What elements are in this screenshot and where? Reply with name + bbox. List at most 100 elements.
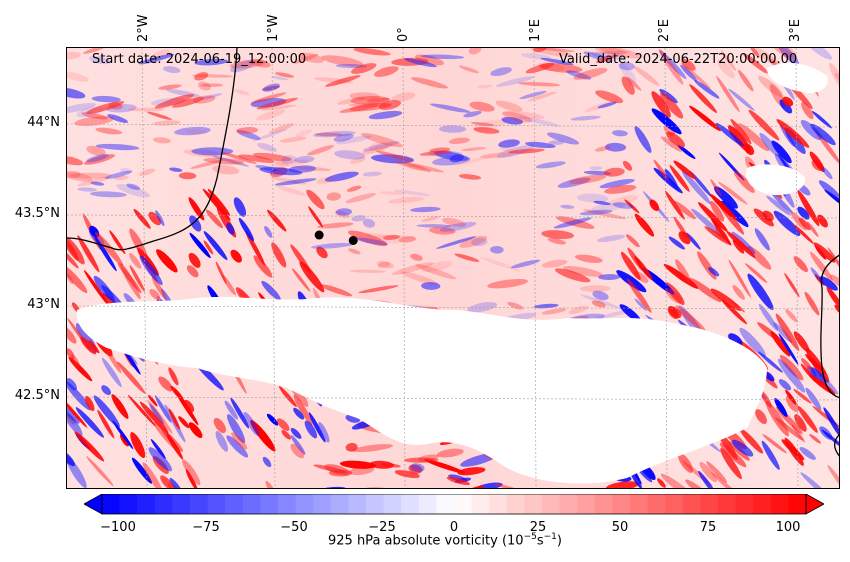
vorticity-streak	[348, 230, 388, 247]
colorbar-cell	[770, 494, 789, 514]
vorticity-streak	[378, 100, 402, 110]
vorticity-streak	[778, 379, 792, 391]
vorticity-streak	[708, 267, 720, 277]
vorticity-streak	[152, 137, 171, 144]
vorticity-streak	[67, 410, 83, 437]
colorbar-cell	[489, 494, 508, 514]
vorticity-streak	[634, 256, 653, 281]
vorticity-streak	[540, 57, 574, 66]
vorticity-streak	[95, 231, 123, 266]
vorticity-streak	[349, 92, 380, 101]
vorticity-streak	[306, 145, 334, 156]
vorticity-streak	[90, 181, 105, 186]
colorbar-tick-m50: −50	[280, 520, 308, 535]
vorticity-streak	[477, 84, 493, 89]
vorticity-streak	[358, 285, 399, 294]
vorticity-streak	[798, 217, 811, 231]
vorticity-streak	[771, 192, 793, 214]
vorticity-streak	[660, 136, 682, 152]
vorticity-streak	[339, 104, 379, 113]
vorticity-streak	[753, 48, 783, 69]
vorticity-streak	[527, 91, 557, 102]
vorticity-streak	[67, 72, 89, 82]
station-markers	[314, 230, 358, 245]
colorbar-cell	[119, 494, 138, 514]
vorticity-streak	[394, 470, 420, 478]
vorticity-streak	[659, 89, 678, 104]
vorticity-streak	[677, 144, 696, 160]
vorticity-streak	[717, 59, 735, 79]
vorticity-streak	[353, 48, 391, 56]
vorticity-streak	[739, 428, 764, 454]
vorticity-streak	[256, 97, 299, 110]
vorticity-streak	[324, 171, 359, 182]
colorbar-title: 925 hPa absolute vorticity (10−5s−1)	[328, 532, 562, 549]
vorticity-streak	[202, 188, 231, 221]
vorticity-streak	[685, 479, 709, 488]
vorticity-streak	[182, 459, 201, 486]
vorticity-streak	[619, 63, 637, 84]
vorticity-streak	[800, 472, 830, 488]
vorticity-streak	[127, 107, 166, 112]
vorticity-streak	[158, 376, 173, 392]
vorticity-streak	[151, 276, 167, 300]
colorbar-cell	[612, 494, 631, 514]
colorbar-cell	[630, 494, 649, 514]
vorticity-streak	[104, 170, 133, 180]
vorticity-streak	[383, 234, 401, 241]
colorbar-tick-50: 50	[611, 520, 629, 535]
vorticity-streak	[366, 97, 390, 103]
vorticity-streak	[664, 168, 679, 190]
colorbar-cell	[295, 494, 314, 514]
vorticity-streak	[407, 163, 425, 171]
vorticity-streak	[784, 272, 800, 298]
colorbar-cell	[559, 494, 578, 514]
colorbar-cell	[278, 494, 297, 514]
vorticity-streak	[408, 464, 423, 474]
vorticity-streak	[541, 308, 567, 315]
vorticity-streak	[775, 417, 804, 441]
vorticity-streak	[809, 434, 821, 444]
vorticity-streak	[794, 414, 807, 432]
vorticity-streak	[200, 83, 224, 87]
vorticity-streak	[738, 123, 770, 152]
vorticity-streak	[715, 122, 745, 147]
vorticity-streak	[88, 56, 111, 65]
vorticity-streak	[81, 112, 108, 120]
vorticity-streak	[421, 282, 441, 290]
vorticity-streak	[410, 206, 441, 213]
vorticity-streak	[139, 401, 169, 434]
vorticity-streak	[127, 394, 156, 427]
vorticity-streak	[317, 222, 354, 229]
vorticity-streak	[429, 103, 471, 113]
vorticity-streak	[709, 193, 737, 221]
vorticity-streak	[809, 151, 825, 173]
vorticity-streak	[733, 170, 755, 193]
colorbar-cell	[383, 494, 402, 514]
vorticity-streak	[152, 49, 170, 59]
vorticity-streak	[660, 92, 684, 119]
vorticity-streak	[77, 176, 111, 187]
vorticity-streak	[221, 274, 236, 296]
vorticity-streak	[188, 197, 205, 221]
vorticity-streak	[704, 226, 731, 246]
vorticity-streak	[334, 210, 350, 219]
vorticity-streak	[203, 157, 245, 165]
vorticity-streak	[719, 442, 747, 468]
vorticity-streak	[575, 254, 603, 263]
vorticity-streak	[566, 70, 592, 80]
vorticity-streak	[215, 261, 227, 285]
vorticity-streak	[811, 110, 832, 129]
vorticity-streak	[377, 261, 391, 268]
vorticity-streak	[335, 135, 372, 145]
vorticity-streak	[379, 191, 405, 196]
vorticity-streak	[619, 304, 642, 323]
vorticity-streak	[739, 327, 766, 357]
vorticity-streak	[350, 63, 377, 74]
vorticity-streak	[349, 102, 392, 112]
vorticity-streak	[689, 277, 722, 303]
vorticity-streak	[313, 130, 356, 138]
vorticity-streak	[595, 90, 624, 104]
vorticity-streak	[762, 210, 774, 222]
lon-label-1w: 1°W	[266, 14, 281, 42]
